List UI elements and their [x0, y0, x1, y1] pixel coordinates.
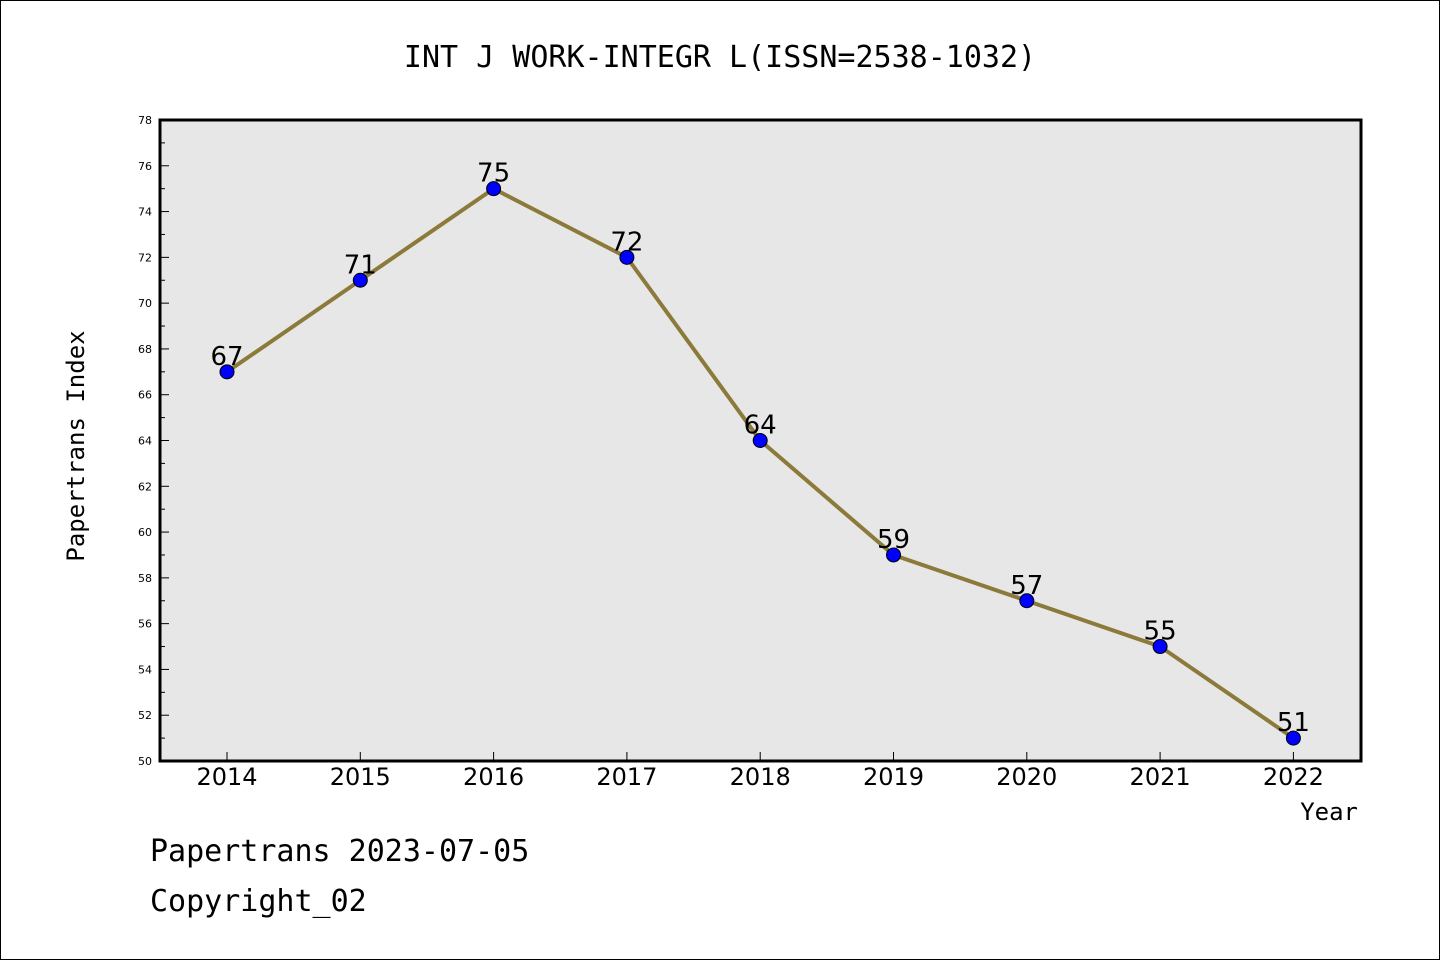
y-axis: 50 52 54 56 58 60 62 64 66 68 70 72 74 76 78 [138, 114, 169, 768]
y-tick-label: 52 [138, 709, 152, 722]
data-label: 57 [1010, 571, 1043, 601]
y-tick-label: 50 [138, 755, 152, 768]
data-label: 59 [877, 525, 910, 555]
data-point [219, 364, 235, 380]
data-points [219, 181, 1301, 746]
data-point [352, 272, 368, 288]
y-tick-label: 70 [138, 297, 152, 310]
data-point [1152, 639, 1168, 655]
y-tick-label: 54 [138, 663, 152, 676]
data-point [886, 547, 901, 563]
y-tick-label: 76 [138, 160, 152, 173]
plot-border [158, 118, 1363, 763]
data-point [1019, 593, 1035, 609]
footer-copyright: Copyright_02 [150, 884, 367, 919]
x-tick-label: 2019 [863, 763, 924, 791]
y-tick-label: 56 [138, 618, 152, 631]
data-point [752, 433, 768, 448]
y-tick-label: 78 [138, 114, 152, 127]
data-label: 71 [344, 250, 377, 280]
chart-title: INT J WORK-INTEGR L(ISSN=2538-1032) [404, 40, 1036, 75]
y-tick-label: 68 [138, 343, 152, 356]
x-tick-label: 2018 [730, 763, 791, 791]
y-axis-label: Papertrans Index [62, 330, 90, 561]
x-axis: 2014 2015 2016 2017 2018 2019 2020 2021 2022 [196, 752, 1324, 791]
data-label: 75 [477, 159, 510, 189]
x-tick-label: 2015 [330, 763, 391, 791]
x-tick-label: 2017 [596, 763, 657, 791]
y-tick-label: 60 [138, 526, 152, 539]
x-tick-label: 2014 [196, 763, 257, 791]
footer-date: Papertrans 2023-07-05 [150, 834, 530, 869]
y-tick-label: 72 [138, 251, 152, 264]
data-label: 72 [610, 227, 643, 257]
y-tick-label: 58 [138, 572, 152, 585]
x-axis-label: Year [1300, 798, 1358, 826]
x-tick-label: 2020 [996, 763, 1057, 791]
data-point [619, 249, 635, 265]
data-label: 51 [1277, 708, 1310, 738]
y-tick-label: 66 [138, 389, 152, 402]
y-tick-label: 62 [138, 480, 152, 493]
data-label: 64 [744, 411, 777, 441]
data-point [486, 181, 502, 197]
data-label: 55 [1144, 617, 1177, 647]
y-tick-label: 64 [138, 435, 152, 448]
data-labels: 67 71 75 72 64 59 57 55 51 [210, 159, 1309, 738]
x-tick-label: 2021 [1130, 763, 1191, 791]
data-label: 67 [210, 342, 243, 372]
x-tick-label: 2016 [463, 763, 524, 791]
x-tick-label: 2022 [1263, 763, 1324, 791]
data-point [1285, 730, 1301, 746]
y-tick-label: 74 [138, 206, 152, 219]
